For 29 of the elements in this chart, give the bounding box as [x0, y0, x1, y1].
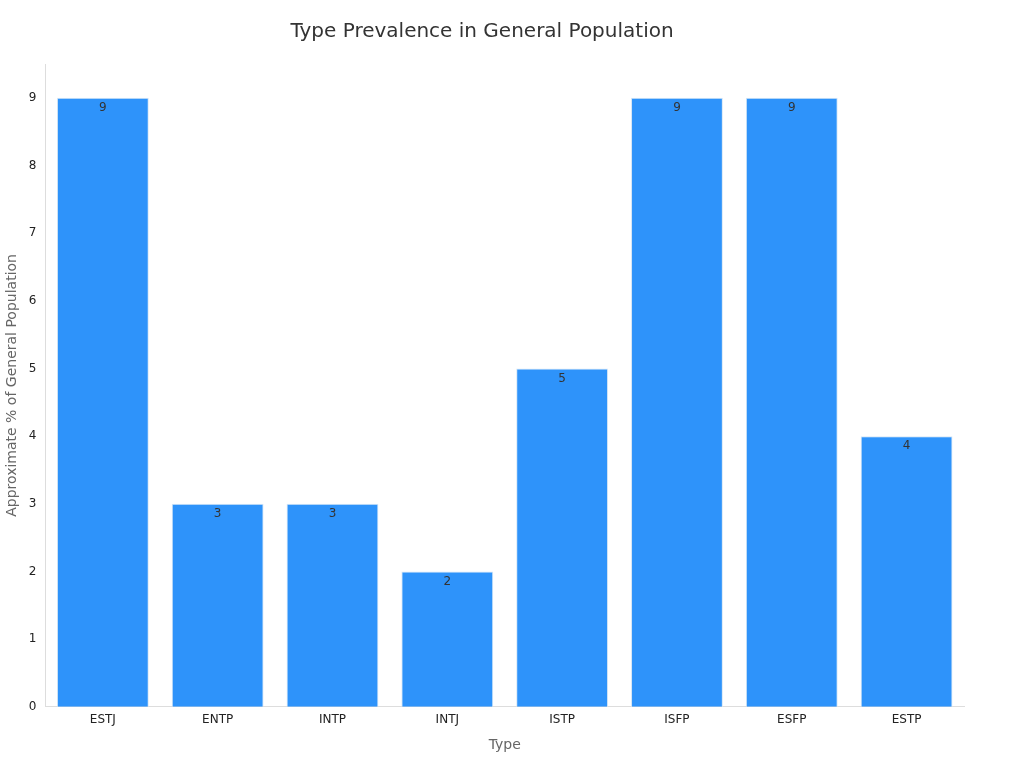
x-tick-label: ISFP	[664, 712, 690, 727]
y-tick-label: 8	[28, 157, 37, 172]
data-label: 4	[902, 438, 911, 453]
x-tick-label: ISTP	[549, 712, 575, 727]
y-tick-label: 9	[28, 89, 37, 104]
y-tick-label: 0	[28, 698, 37, 713]
y-tick-label: 6	[28, 292, 37, 307]
x-tick-label: ESFP	[777, 712, 807, 727]
y-tick-label: 5	[28, 360, 37, 375]
x-tick-label: INTJ	[435, 712, 459, 727]
data-label: 9	[99, 99, 107, 114]
data-label: 3	[213, 505, 222, 520]
x-tick-label: INTP	[318, 712, 347, 727]
data-label: 3	[328, 505, 337, 520]
y-axis-title: Approximate % of General Population	[3, 254, 20, 517]
x-tick-label: ESTJ	[89, 712, 116, 727]
y-tick-label: 3	[28, 495, 37, 510]
x-tick-label: ENTP	[202, 712, 234, 727]
chart-title: Type Prevalence in General Population	[289, 18, 674, 43]
data-label: 5	[558, 370, 566, 385]
y-tick-label: 2	[28, 563, 37, 578]
data-label: 2	[443, 573, 452, 588]
data-label: 9	[673, 99, 681, 114]
y-tick-label: 7	[28, 225, 37, 240]
data-label: 9	[787, 99, 796, 114]
x-tick-label: ESTP	[891, 712, 922, 727]
y-tick-label: 1	[28, 631, 37, 646]
y-tick-label: 4	[28, 428, 37, 443]
x-axis-title: Type	[487, 736, 521, 753]
